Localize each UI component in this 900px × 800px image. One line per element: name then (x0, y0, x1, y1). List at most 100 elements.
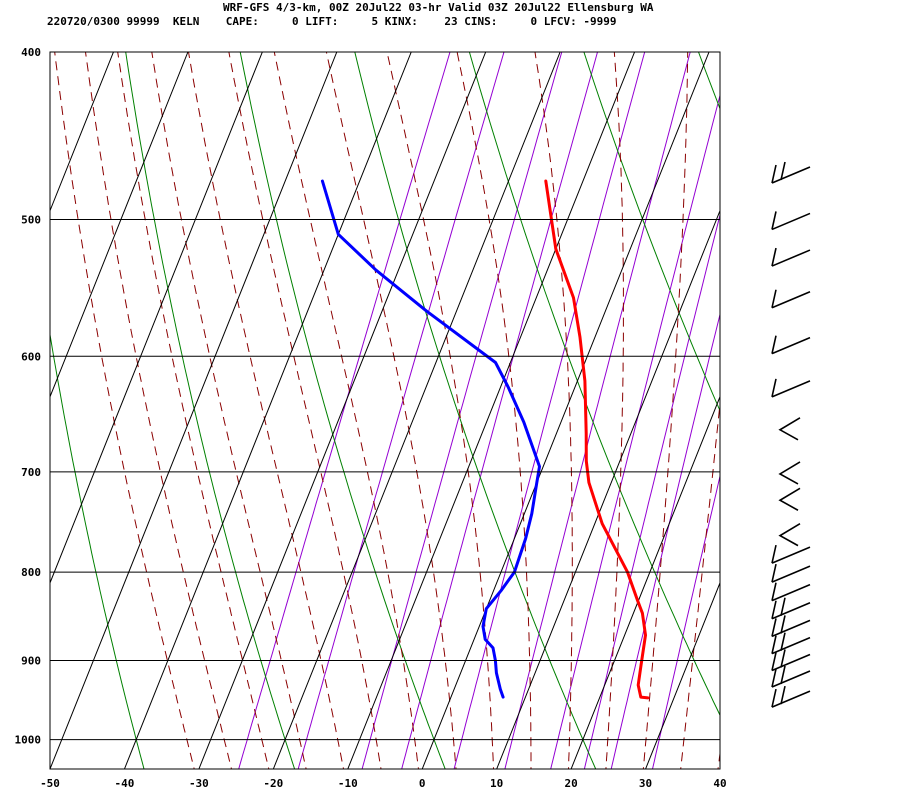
mixing-ratio-line (610, 312, 720, 769)
wind-barb-shaft (771, 166, 811, 184)
moist-adiabat (605, 52, 624, 769)
wind-barb (771, 335, 811, 355)
pressure-tick-label: 500 (21, 213, 41, 226)
wind-barb-flag (771, 378, 777, 398)
wind-barb-shaft (771, 619, 811, 638)
wind-barb-shaft (771, 670, 811, 688)
isotherm (272, 52, 561, 769)
wind-barb-flag (771, 618, 777, 637)
wind-barb-flag (771, 164, 777, 184)
wind-barb-flag (780, 161, 786, 181)
moist-adiabat (228, 52, 382, 769)
temperature-tick-labels: -50 -40 -30 -20 -10 0 10 20 30 40 (40, 777, 727, 790)
mixing-ratio-line (504, 52, 691, 769)
wind-barb (771, 563, 811, 583)
wind-barb-shaft (771, 212, 811, 231)
temperature-tick-label: -20 (263, 777, 283, 790)
isotherm (50, 52, 114, 213)
mixing-ratio-line (238, 52, 451, 769)
wind-barb-flag (771, 582, 777, 601)
wind-barb-flag (771, 600, 777, 619)
wind-barbs (771, 161, 811, 708)
isotherm (645, 581, 720, 769)
pressure-tick-label: 400 (21, 46, 41, 59)
temperature-tick-label: -40 (115, 777, 135, 790)
dry-adiabats (50, 33, 900, 769)
moist-adiabat (54, 52, 195, 769)
mixing-ratio-line (453, 52, 646, 769)
wind-barb (771, 378, 811, 398)
wind-barb-flag (780, 615, 786, 634)
dry-adiabat (50, 331, 145, 769)
pressure-tick-label: 800 (21, 566, 41, 579)
mixing-ratio-line (652, 473, 720, 769)
wind-barb (778, 461, 801, 485)
pressure-tick-label: 1000 (15, 734, 42, 747)
temperature-tick-label: 30 (639, 777, 652, 790)
isotherm (123, 52, 412, 769)
wind-barb (778, 417, 801, 441)
wind-barb-shaft (778, 487, 801, 511)
wind-barb (771, 211, 811, 231)
wind-barb-shaft (771, 583, 811, 602)
isotherm (347, 52, 636, 769)
wind-barb (771, 544, 811, 564)
moist-adiabat (717, 749, 720, 769)
wind-barb-flag (771, 563, 777, 583)
wind-barb (778, 487, 801, 511)
temperature-tick-label: -30 (189, 777, 209, 790)
mixing-ratio-line (297, 52, 505, 769)
sounding-traces (320, 179, 650, 700)
wind-barb-flag (771, 247, 777, 267)
mixing-ratio-line (361, 52, 563, 769)
wind-barb-flag (771, 652, 777, 671)
dry-adiabat (583, 52, 720, 412)
moist-adiabat (151, 52, 307, 769)
dewpoint-trace (320, 179, 541, 699)
dry-adiabat (697, 52, 720, 110)
wind-barb (771, 649, 811, 672)
dry-adiabat (354, 52, 597, 769)
pressure-tick-labels: 400 500 600 700 800 900 1000 (15, 46, 42, 747)
wind-barb (771, 289, 811, 309)
isotherms (50, 52, 720, 769)
isotherm (570, 395, 720, 769)
wind-barb-flag (771, 544, 777, 564)
dry-adiabat (805, 33, 900, 769)
temperature-tick-label: 20 (564, 777, 577, 790)
moist-adiabat (187, 52, 345, 769)
wind-barb-flag (780, 665, 786, 685)
wind-barb (778, 522, 801, 547)
wind-barb-flag (771, 668, 777, 688)
wind-barb-shaft (771, 336, 811, 355)
wind-barb (771, 615, 811, 638)
isotherm (50, 52, 338, 769)
wind-barb-flag (771, 688, 777, 708)
wind-barb-flag (771, 211, 777, 230)
plot-frame (49, 51, 721, 770)
moist-adiabat (456, 52, 532, 769)
wind-barb-shaft (771, 380, 811, 398)
isotherm (719, 767, 720, 769)
wind-barb-shaft (771, 636, 811, 655)
isotherm (50, 52, 189, 399)
mixing-ratio-line (583, 212, 720, 769)
temperature-tick-label: -50 (40, 777, 60, 790)
temperature-trace (544, 179, 650, 700)
isotherm (496, 209, 720, 769)
temperature-tick-label: 0 (419, 777, 426, 790)
wind-barb-shaft (778, 417, 801, 441)
dry-adiabat (125, 52, 296, 769)
wind-barb-shaft (771, 546, 811, 564)
isotherm (50, 52, 263, 585)
wind-barb-flag (780, 632, 786, 651)
mixing-ratio-lines (238, 52, 720, 769)
wind-barb-shaft (778, 461, 801, 485)
wind-barb (771, 665, 811, 688)
temperature-tick-label: 40 (713, 777, 726, 790)
dry-adiabat (239, 52, 446, 769)
wind-barb (771, 247, 811, 267)
wind-barb-shaft (771, 291, 811, 309)
wind-barb-flag (780, 649, 786, 668)
wind-barb-flag (771, 289, 777, 308)
